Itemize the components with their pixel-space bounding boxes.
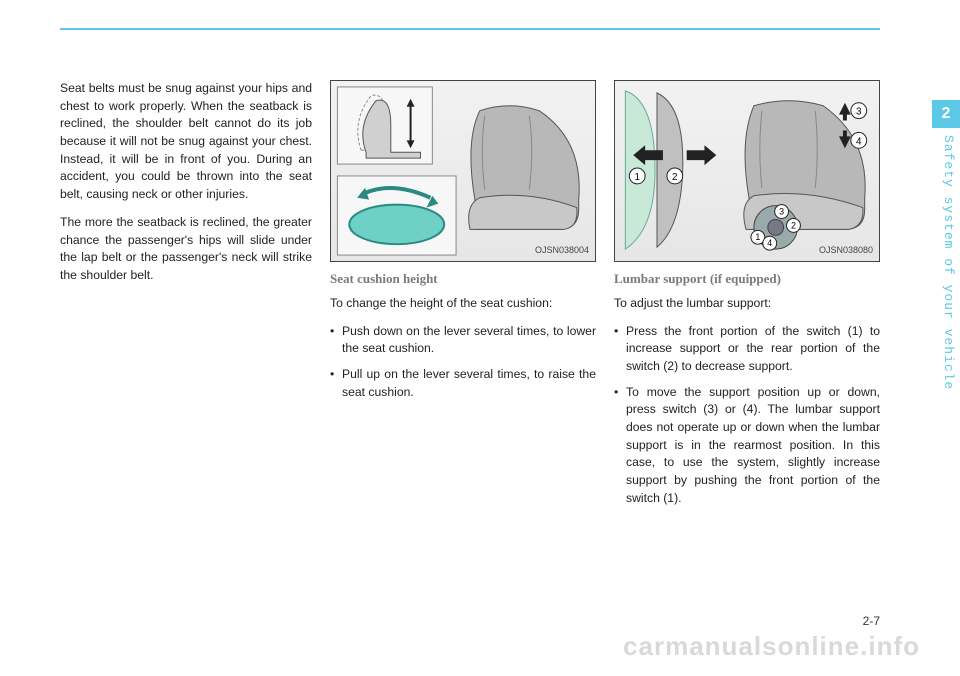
col1-paragraph-2: The more the seatback is reclined, the g…	[60, 214, 312, 285]
lumbar-bullet-2: To move the support position up or down,…	[614, 384, 880, 508]
lumbar-illustration: 1 2 3 4 1	[615, 81, 879, 261]
lumbar-label-2: 2	[672, 172, 678, 183]
page-number: 2-7	[863, 614, 880, 628]
column-2: OJSN038004 Seat cushion height To change…	[330, 80, 596, 515]
figure-seat-height: OJSN038004	[330, 80, 596, 262]
chapter-tab: 2	[932, 100, 960, 128]
page-content: Seat belts must be snug against your hip…	[60, 80, 880, 515]
seat-height-bullets: Push down on the lever several times, to…	[330, 323, 596, 402]
lumbar-heading: Lumbar support (if equipped)	[614, 270, 880, 289]
lumbar-bullet-1: Press the front portion of the switch (1…	[614, 323, 880, 376]
seat-height-intro: To change the height of the seat cushion…	[330, 295, 596, 313]
figure-id: OJSN038004	[535, 244, 589, 257]
seat-height-bullet-1: Push down on the lever several times, to…	[330, 323, 596, 358]
seat-height-heading: Seat cushion height	[330, 270, 596, 289]
switch-label-3: 3	[779, 207, 784, 217]
switch-label-4: 4	[767, 238, 772, 248]
chapter-number: 2	[942, 105, 951, 123]
column-3: 1 2 3 4 1	[614, 80, 880, 515]
lumbar-label-1: 1	[634, 172, 640, 183]
seat-height-bullet-2: Pull up on the lever several times, to r…	[330, 366, 596, 401]
watermark: carmanualsonline.info	[623, 631, 920, 662]
figure-id: OJSN038080	[819, 244, 873, 257]
top-rule	[60, 28, 880, 30]
lumbar-label-3: 3	[856, 107, 862, 118]
col1-paragraph-1: Seat belts must be snug against your hip…	[60, 80, 312, 204]
lumbar-label-4: 4	[856, 136, 862, 147]
seat-height-illustration	[331, 81, 595, 261]
figure-lumbar: 1 2 3 4 1	[614, 80, 880, 262]
lumbar-intro: To adjust the lumbar support:	[614, 295, 880, 313]
switch-label-1: 1	[755, 232, 760, 242]
chapter-side-label: Safety system of your vehicle	[936, 135, 956, 415]
lumbar-bullets: Press the front portion of the switch (1…	[614, 323, 880, 508]
switch-label-2: 2	[791, 220, 796, 230]
column-1: Seat belts must be snug against your hip…	[60, 80, 312, 515]
